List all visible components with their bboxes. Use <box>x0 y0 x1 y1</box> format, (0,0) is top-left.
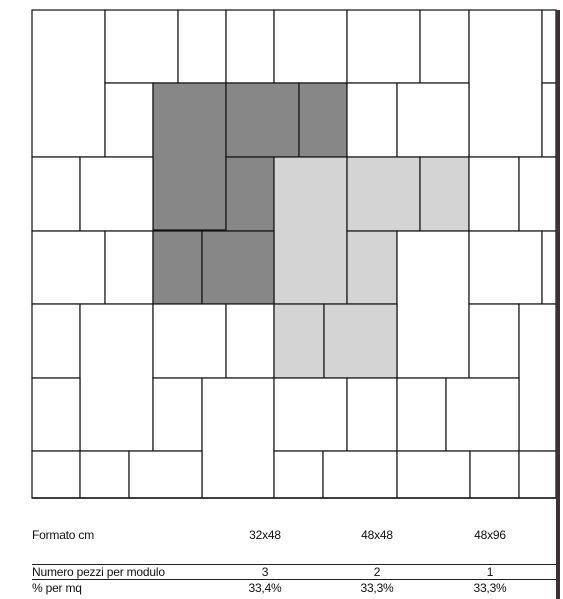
tile-white-34 <box>152 303 227 379</box>
tile-white-5 <box>346 9 421 84</box>
header-format-2: 48x48 <box>361 528 393 542</box>
pieces-48x48: 2 <box>373 565 381 579</box>
tile-light-20 <box>346 156 421 232</box>
tile-white-35 <box>225 303 275 379</box>
header-label: Formato cm <box>32 528 95 542</box>
tile-light-36 <box>273 303 325 379</box>
tile-dark-18 <box>225 156 275 232</box>
row-label-percent: % per mq <box>32 581 82 595</box>
tile-dark-27 <box>201 230 275 305</box>
tile-white-48 <box>79 450 130 499</box>
tile-white-3 <box>225 9 275 84</box>
tile-white-25 <box>104 230 154 305</box>
tile-white-9 <box>104 82 154 158</box>
tile-white-8 <box>541 9 557 84</box>
tile-white-52 <box>396 450 471 499</box>
tile-white-49 <box>128 450 203 499</box>
tile-white-1 <box>104 9 179 84</box>
tile-light-19 <box>273 156 348 305</box>
tile-pattern-diagram <box>31 9 557 499</box>
tile-white-45 <box>396 377 447 452</box>
tile-white-54 <box>518 450 557 499</box>
tile-white-40 <box>31 377 81 452</box>
tile-white-42 <box>201 377 275 499</box>
tile-white-17 <box>79 156 154 232</box>
percent-32x48: 33,4% <box>248 581 282 595</box>
tile-white-41 <box>152 377 203 452</box>
tile-white-30 <box>468 230 543 305</box>
tile-light-28 <box>346 230 398 305</box>
tile-white-13 <box>346 82 398 158</box>
header-format-3: 48x96 <box>474 528 506 542</box>
tile-white-4 <box>273 9 348 84</box>
percent-48x48: 33,3% <box>360 581 394 595</box>
percent-48x96: 33,3% <box>473 581 507 595</box>
tile-white-29 <box>396 230 470 379</box>
tile-dark-10 <box>152 82 227 231</box>
tile-white-46 <box>445 377 520 452</box>
tile-white-33 <box>79 303 154 452</box>
tile-white-31 <box>541 230 557 305</box>
tile-white-38 <box>468 303 520 379</box>
tile-white-15 <box>541 82 557 158</box>
table-row: Numero pezzi per modulo 3 2 1 <box>32 565 556 581</box>
table-rule-2 <box>32 579 556 580</box>
tile-white-39 <box>518 303 557 452</box>
tile-white-14 <box>396 82 470 158</box>
tile-dark-12 <box>298 82 348 158</box>
tile-white-53 <box>469 450 520 499</box>
tile-white-44 <box>346 377 398 452</box>
row-label-pieces: Numero pezzi per modulo <box>32 565 165 579</box>
tile-white-24 <box>31 230 106 305</box>
pieces-32x48: 3 <box>261 565 269 579</box>
header-format-1: 32x48 <box>249 528 281 542</box>
pieces-48x96: 1 <box>486 565 494 579</box>
tile-light-21 <box>419 156 470 232</box>
tile-white-51 <box>322 450 398 499</box>
tile-white-16 <box>31 156 81 232</box>
table-header-row: Formato cm 32x48 48x48 48x96 <box>32 528 556 544</box>
tile-white-47 <box>31 450 81 499</box>
table-row: % per mq 33,4% 33,3% 33,3% <box>32 581 556 597</box>
tile-white-2 <box>177 9 227 84</box>
table-rule-1 <box>32 564 556 565</box>
right-edge-bar <box>556 10 560 599</box>
tile-white-32 <box>31 303 81 379</box>
tile-white-22 <box>468 156 520 232</box>
tile-white-50 <box>273 450 324 499</box>
tile-white-23 <box>518 156 557 232</box>
tile-light-37 <box>323 303 398 379</box>
tile-white-0 <box>31 9 106 158</box>
tile-white-7 <box>468 9 543 158</box>
tile-white-43 <box>273 377 348 452</box>
tile-white-6 <box>419 9 470 84</box>
tile-dark-11 <box>225 82 300 158</box>
tile-dark-26 <box>152 230 203 305</box>
